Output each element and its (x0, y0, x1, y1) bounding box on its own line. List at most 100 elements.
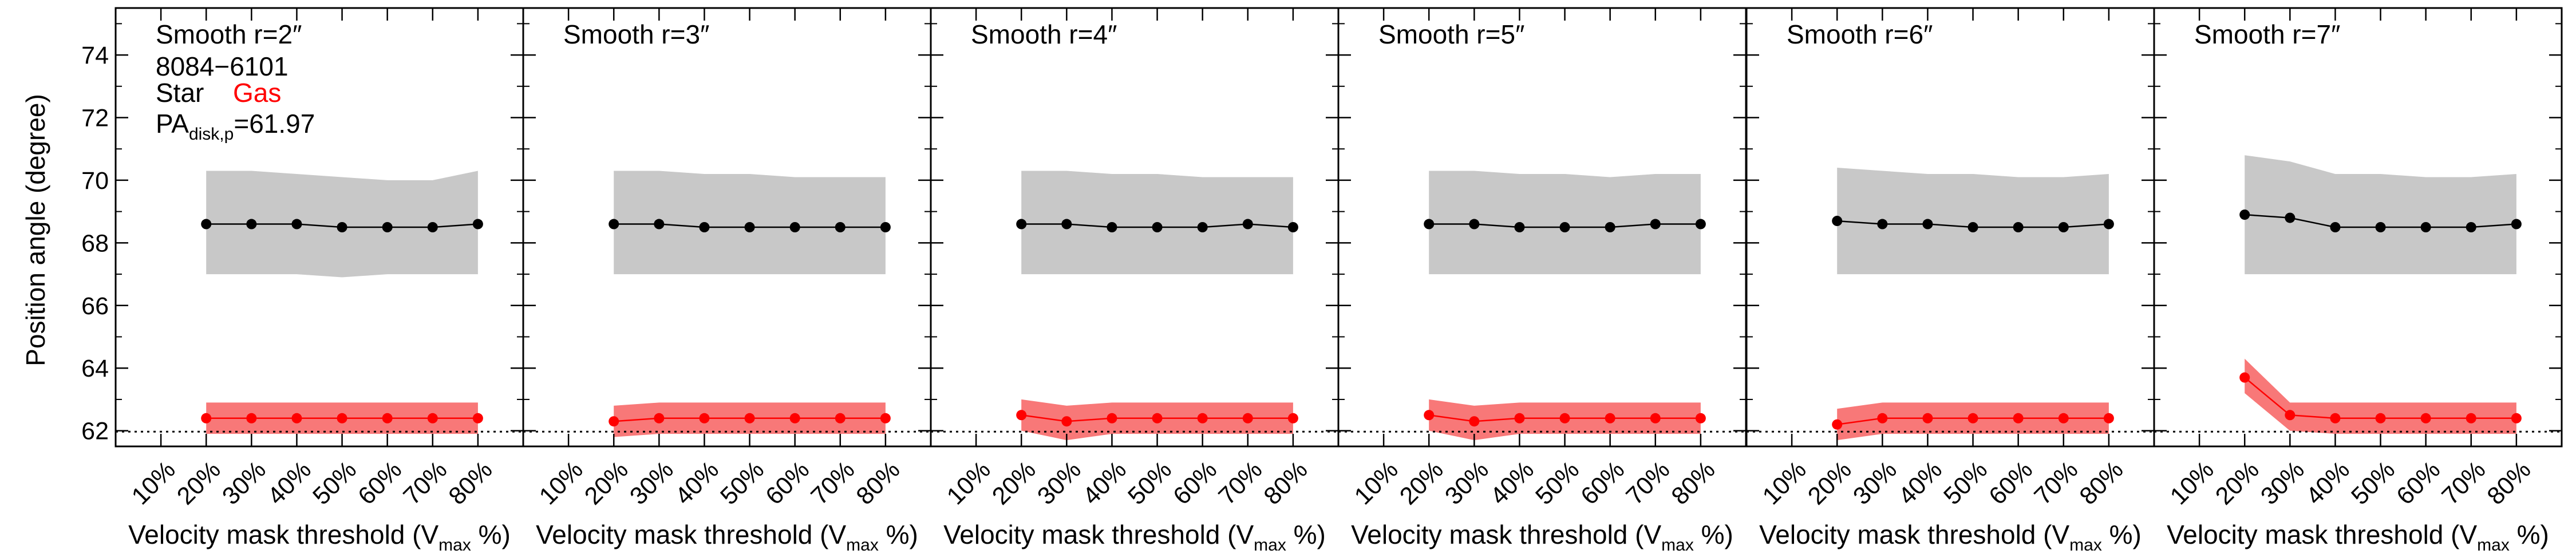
x-tick-label: 60% (2391, 456, 2445, 510)
star-data-point (2285, 212, 2296, 223)
gas-data-point (1197, 413, 1208, 424)
gas-data-point (201, 413, 212, 424)
x-tick-label: 40% (1485, 456, 1539, 510)
panel-3: 10%20%30%40%50%60%70%80% Smooth r=4″ Veloc… (930, 7, 1340, 555)
star-data-point (1514, 222, 1525, 232)
star-data-point (2103, 219, 2114, 229)
gas-data-point (2285, 410, 2296, 421)
panel-5: 10%20%30%40%50%60%70%80% Smooth r=6″ Veloc… (1745, 7, 2155, 555)
x-tick-label: 50% (715, 456, 769, 510)
star-data-point (1877, 219, 1888, 229)
x-tick-label: 70% (2437, 456, 2491, 510)
star-data-point (1650, 219, 1661, 229)
star-data-point (1197, 222, 1208, 232)
x-tick-label: 60% (1168, 456, 1222, 510)
legend-gas-label: Gas (233, 78, 281, 108)
x-axis-label: Velocity mask threshold (Vmax %) (128, 520, 511, 555)
gas-data-point (880, 413, 891, 424)
gas-data-point (2058, 413, 2069, 424)
gas-data-point (1922, 413, 1933, 424)
gas-data-point (291, 413, 302, 424)
x-tick-label: 20% (579, 456, 634, 510)
x-tick-label: 40% (2301, 456, 2355, 510)
star-data-point (1832, 216, 1843, 227)
gas-data-point (1832, 419, 1843, 430)
gas-data-point (609, 416, 619, 427)
x-tick-label: 20% (987, 456, 1041, 510)
legend-star-label: Star (156, 78, 204, 108)
star-uncertainty-band (2245, 155, 2516, 275)
gas-data-point (1650, 413, 1661, 424)
x-tick-label: 20% (1803, 456, 1857, 510)
panel-title: Smooth r=4″ (971, 19, 1117, 49)
y-tick-label: 72 (81, 105, 109, 132)
panel-4: 10%20%30%40%50%60%70%80% Smooth r=5″ Veloc… (1337, 7, 1747, 555)
star-data-point (2466, 222, 2476, 232)
gas-uncertainty-band (2245, 358, 2516, 434)
star-data-point (1559, 222, 1570, 232)
gas-data-point (2466, 413, 2476, 424)
gas-data-point (472, 413, 483, 424)
star-data-point (246, 219, 257, 229)
x-tick-label: 40% (670, 456, 724, 510)
star-data-point (1424, 219, 1435, 229)
x-tick-label: 70% (1214, 456, 1268, 510)
x-tick-label: 30% (1848, 456, 1902, 510)
star-data-point (382, 222, 393, 232)
x-tick-label: 60% (760, 456, 815, 510)
x-tick-label: 70% (806, 456, 860, 510)
star-data-point (880, 222, 891, 232)
star-data-point (2511, 219, 2522, 229)
x-tick-label: 80% (1666, 456, 1721, 510)
x-tick-label: 30% (625, 456, 679, 510)
x-axis-label: Velocity mask threshold (Vmax %) (1351, 520, 1733, 555)
star-data-point (654, 219, 665, 229)
panel-title: Smooth r=3″ (563, 19, 709, 49)
gas-data-point (2330, 413, 2341, 424)
x-axis-label: Velocity mask threshold (Vmax %) (2167, 520, 2549, 555)
gas-data-point (654, 413, 665, 424)
x-tick-label: 50% (1938, 456, 1993, 510)
gas-data-point (2375, 413, 2386, 424)
x-tick-label: 70% (1621, 456, 1676, 510)
star-data-point (472, 219, 483, 229)
gas-data-point (246, 413, 257, 424)
gas-data-point (427, 413, 438, 424)
gas-data-point (1424, 410, 1435, 421)
x-tick-label: 20% (172, 456, 226, 510)
star-data-point (1469, 219, 1480, 229)
panel-1: 62 64 66 68 70 72 74 10%20%30%40%50%60%70%80% Sm… (81, 7, 524, 555)
x-tick-label: 60% (1575, 456, 1630, 510)
gas-data-point (1559, 413, 1570, 424)
gas-data-point (382, 413, 393, 424)
x-tick-label: 60% (1984, 456, 2038, 510)
x-tick-label: 30% (2255, 456, 2310, 510)
x-tick-label: 40% (262, 456, 317, 510)
panel-title: Smooth r=7″ (2194, 19, 2340, 49)
star-data-point (2420, 222, 2431, 232)
gas-data-point (2511, 413, 2522, 424)
x-tick-label: 10% (1757, 456, 1812, 510)
x-tick-label: 80% (2075, 456, 2129, 510)
y-tick-label: 74 (81, 42, 109, 69)
x-tick-label: 10% (2165, 456, 2219, 510)
star-data-point (789, 222, 800, 232)
gas-data-point (1107, 413, 1117, 424)
star-data-point (337, 222, 347, 232)
x-tick-label: 20% (2210, 456, 2265, 510)
gas-data-point (1242, 413, 1253, 424)
panel-title: Smooth r=2″ (156, 19, 302, 49)
star-data-point (1016, 219, 1027, 229)
star-data-point (699, 222, 710, 232)
x-tick-label: 70% (2029, 456, 2084, 510)
panel-title: Smooth r=5″ (1378, 19, 1524, 49)
x-tick-label: 10% (127, 456, 181, 510)
x-tick-label: 50% (2346, 456, 2400, 510)
x-axis-label: Velocity mask threshold (Vmax %) (536, 520, 918, 555)
star-data-point (1967, 222, 1978, 232)
star-data-point (2330, 222, 2341, 232)
panel-6: 10%20%30%40%50%60%70%80% Smooth r=7″ Veloc… (2153, 7, 2563, 555)
star-data-point (2058, 222, 2069, 232)
gas-data-point (2013, 413, 2024, 424)
